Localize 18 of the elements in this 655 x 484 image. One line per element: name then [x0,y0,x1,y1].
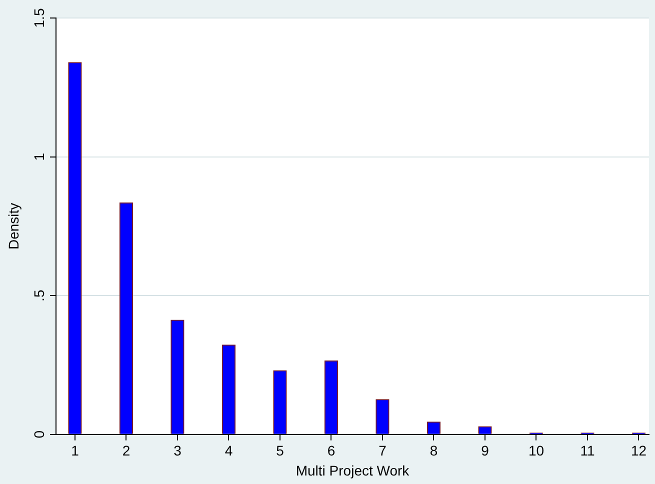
x-axis-title: Multi Project Work [296,462,410,478]
y-tick-label: 0 [30,430,47,438]
y-tick-label: 1.5 [30,8,47,28]
x-tick-label: 12 [630,442,647,459]
x-tick-label: 10 [528,442,544,459]
y-axis-title: Density [5,202,22,250]
x-tick-label: 7 [378,442,387,459]
x-tick-label: 1 [71,442,80,459]
y-tick-label: .5 [30,290,47,302]
x-tick-label: 5 [276,442,284,459]
x-tick-label: 9 [481,442,490,459]
x-tick-label: 2 [122,442,130,459]
y-tick-label: 1 [30,152,47,161]
x-tick-label: 6 [327,442,336,459]
x-tick-label: 11 [580,442,595,459]
x-tick-label: 3 [174,442,182,459]
x-tick-label: 8 [430,442,438,459]
x-tick-label: 4 [224,442,233,459]
